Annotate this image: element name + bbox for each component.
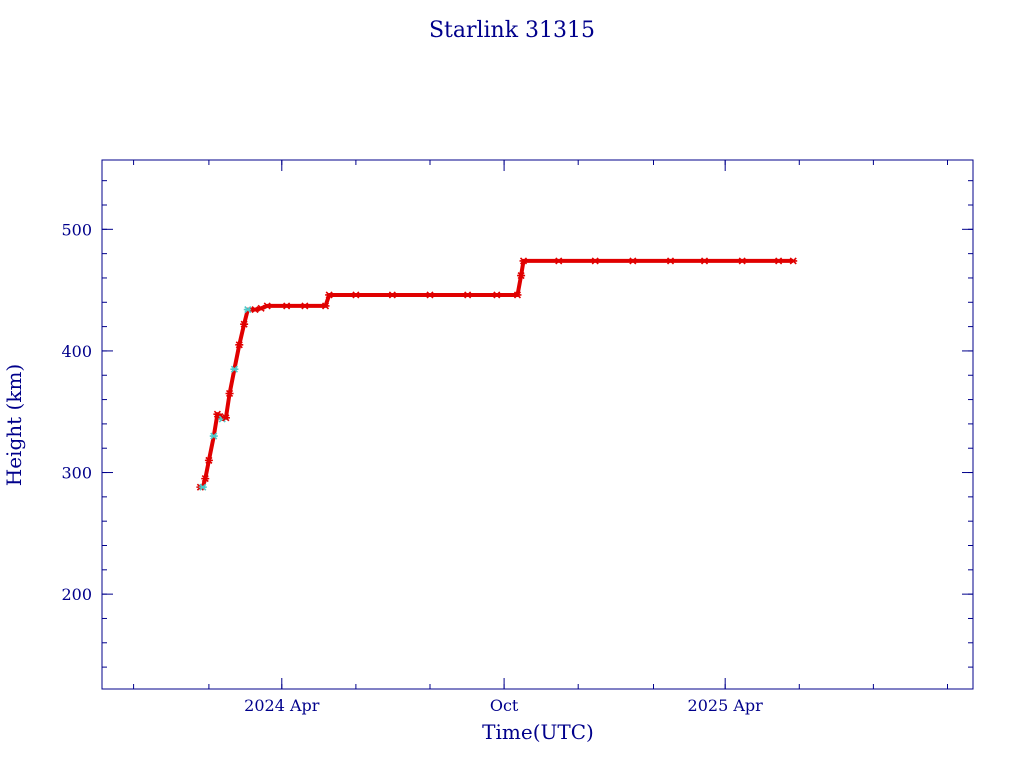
x-axis-label: Time(UTC)	[482, 720, 594, 744]
data-point	[235, 341, 244, 349]
x-tick-label: 2025 Apr	[688, 696, 764, 715]
data-point	[230, 365, 239, 373]
data-point	[251, 306, 260, 314]
y-tick-label: 400	[61, 342, 92, 361]
axis-ticks	[102, 160, 973, 689]
tick-labels: 2024 Apr Oct 2025 Apr 200 300 400 500	[61, 220, 763, 715]
data-point	[666, 257, 675, 265]
data-point	[300, 302, 309, 310]
data-point	[198, 483, 207, 491]
data-point	[201, 475, 210, 483]
data-points	[196, 257, 798, 491]
data-point	[204, 456, 213, 464]
data-point	[351, 291, 360, 299]
data-point	[519, 257, 528, 265]
data-point	[738, 257, 747, 265]
data-point	[492, 291, 501, 299]
data-point	[209, 432, 218, 440]
data-point	[388, 291, 397, 299]
data-point	[513, 291, 522, 299]
data-point	[789, 257, 798, 265]
x-tick-label: 2024 Apr	[244, 696, 320, 715]
plot-frame	[101, 159, 974, 690]
data-point	[425, 291, 434, 299]
y-tick-label: 300	[61, 464, 92, 483]
y-tick-label: 500	[61, 220, 92, 239]
data-point	[240, 320, 249, 328]
data-point	[263, 302, 272, 310]
data-point	[463, 291, 472, 299]
data-point	[282, 302, 291, 310]
data-point	[774, 257, 783, 265]
data-point	[700, 257, 709, 265]
data-point	[221, 414, 230, 422]
data-point	[628, 257, 637, 265]
data-point	[325, 291, 334, 299]
chart-title: Starlink 31315	[429, 18, 595, 43]
data-point	[517, 271, 526, 280]
data-point	[554, 257, 563, 265]
x-tick-label: Oct	[490, 696, 519, 715]
data-point	[225, 389, 234, 398]
y-axis-label: Height (km)	[2, 364, 26, 486]
data-point	[243, 306, 252, 314]
y-tick-label: 200	[61, 585, 92, 604]
data-point	[321, 302, 330, 310]
data-point	[591, 257, 600, 265]
